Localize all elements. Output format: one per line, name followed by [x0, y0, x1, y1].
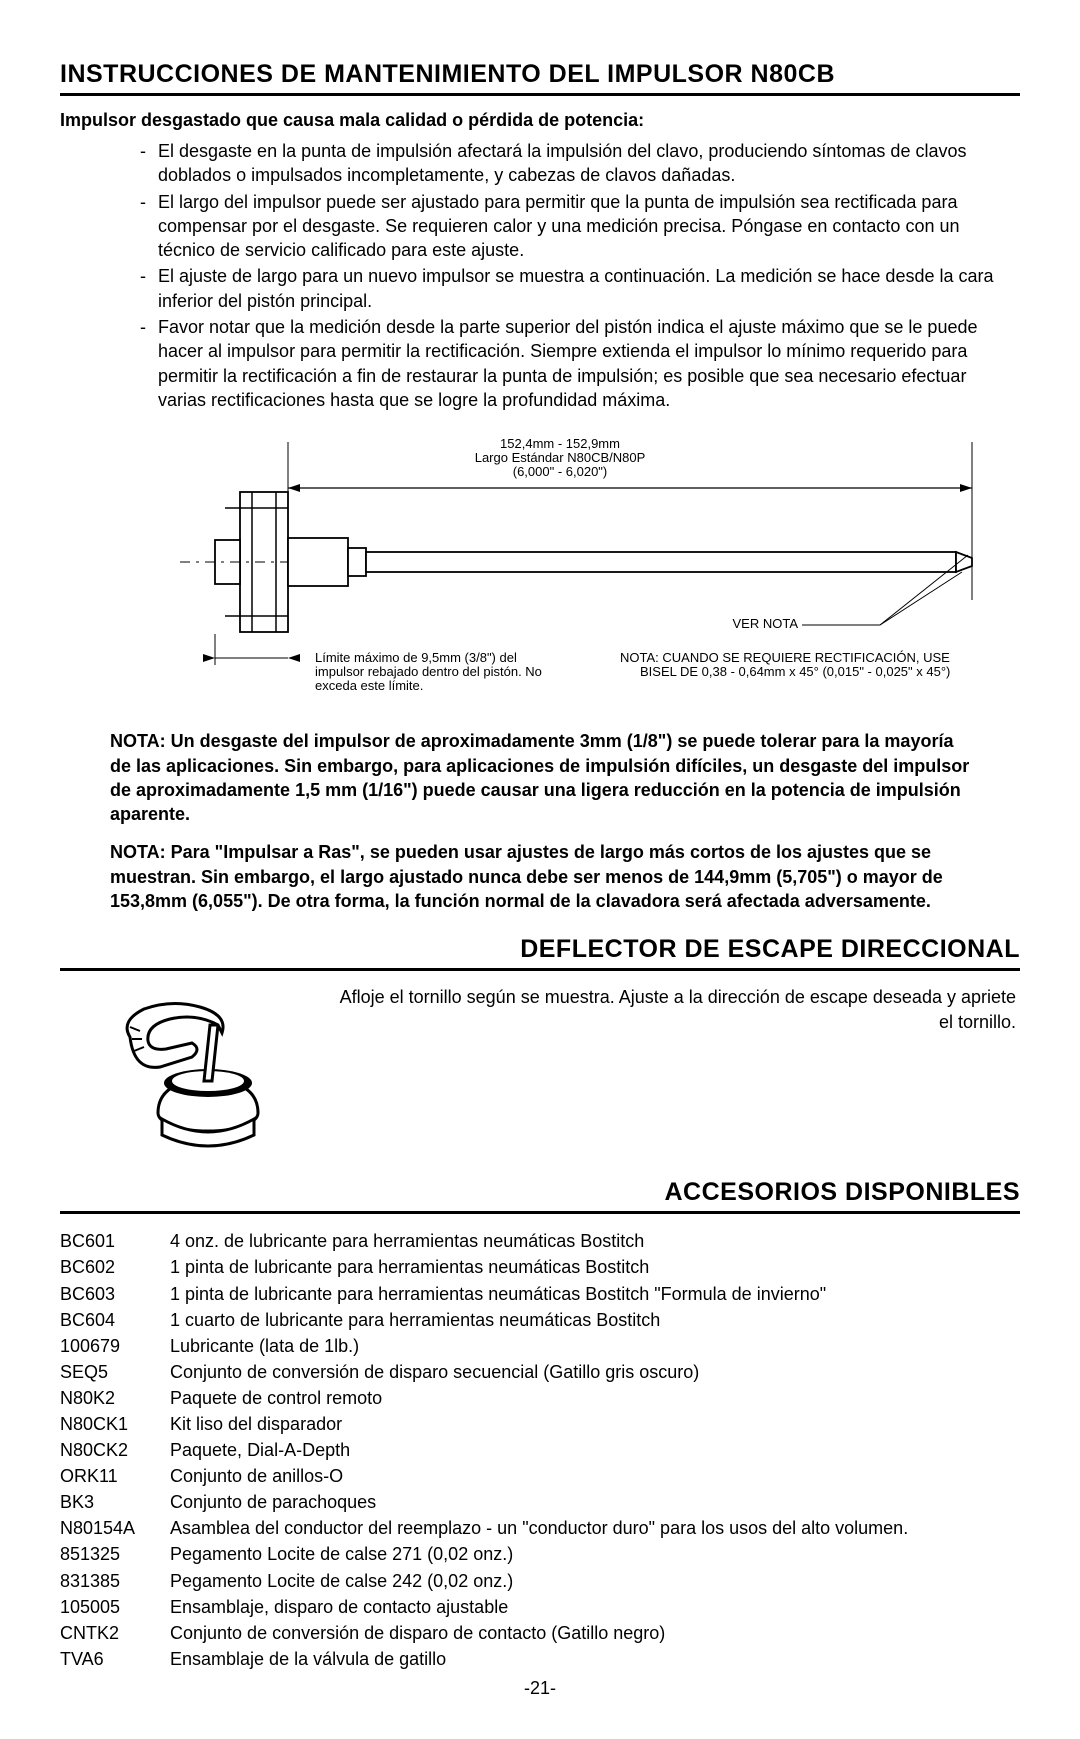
accessory-row: BC6021 pinta de lubricante para herramie…: [60, 1254, 1020, 1280]
accessory-row: N80CK1Kit liso del disparador: [60, 1411, 1020, 1437]
accessory-code: BC603: [60, 1281, 170, 1307]
accessory-row: SEQ5Conjunto de conversión de disparo se…: [60, 1359, 1020, 1385]
dia-top2: Largo Estándar N80CB/N80P: [475, 450, 646, 465]
dia-rightnote1: NOTA: CUANDO SE REQUIERE RECTIFICACIÓN, …: [620, 650, 950, 665]
accessory-code: N80CK2: [60, 1437, 170, 1463]
accessory-desc: Lubricante (lata de 1lb.): [170, 1333, 1020, 1359]
accessory-desc: 4 onz. de lubricante para herramientas n…: [170, 1228, 1020, 1254]
accessory-code: N80154A: [60, 1515, 170, 1541]
accessory-code: 100679: [60, 1333, 170, 1359]
section1-lead: Impulsor desgastado que causa mala calid…: [60, 110, 1020, 131]
accessory-row: N80154AAsamblea del conductor del reempl…: [60, 1515, 1020, 1541]
section3-title: ACCESORIOS DISPONIBLES: [60, 1178, 1020, 1214]
dia-leftnote3: exceda este límite.: [315, 678, 423, 693]
dia-top1: 152,4mm - 152,9mm: [500, 436, 620, 451]
accessory-desc: Pegamento Locite de calse 242 (0,02 onz.…: [170, 1568, 1020, 1594]
dia-vernota: VER NOTA: [733, 616, 799, 631]
accessory-desc: Paquete de control remoto: [170, 1385, 1020, 1411]
accessory-code: TVA6: [60, 1646, 170, 1672]
accessory-code: BC602: [60, 1254, 170, 1280]
bullet-item: -El ajuste de largo para un nuevo impuls…: [140, 264, 1010, 313]
accessory-code: ORK11: [60, 1463, 170, 1489]
bullet-item: -El largo del impulsor puede ser ajustad…: [140, 190, 1010, 263]
accessory-code: BC601: [60, 1228, 170, 1254]
accessory-row: BK3Conjunto de parachoques: [60, 1489, 1020, 1515]
accessory-desc: Ensamblaje, disparo de contacto ajustabl…: [170, 1594, 1020, 1620]
section2-body: Afloje el tornillo según se muestra. Aju…: [324, 985, 1020, 1160]
accessory-row: 851325Pegamento Locite de calse 271 (0,0…: [60, 1541, 1020, 1567]
section2-title: DEFLECTOR DE ESCAPE DIRECCIONAL: [60, 935, 1020, 971]
note-1: NOTA: Un desgaste del impulsor de aproxi…: [110, 729, 970, 826]
accessory-row: BC6031 pinta de lubricante para herramie…: [60, 1281, 1020, 1307]
accessory-code: N80CK1: [60, 1411, 170, 1437]
accessory-desc: Asamblea del conductor del reemplazo - u…: [170, 1515, 1020, 1541]
accessory-row: ORK11Conjunto de anillos-O: [60, 1463, 1020, 1489]
accessory-desc: Conjunto de anillos-O: [170, 1463, 1020, 1489]
accessory-desc: Conjunto de conversión de disparo secuen…: [170, 1359, 1020, 1385]
accessory-desc: 1 pinta de lubricante para herramientas …: [170, 1254, 1020, 1280]
accessory-code: 831385: [60, 1568, 170, 1594]
accessory-desc: 1 cuarto de lubricante para herramientas…: [170, 1307, 1020, 1333]
dia-leftnote2: impulsor rebajado dentro del pistón. No: [315, 664, 542, 679]
accessory-code: SEQ5: [60, 1359, 170, 1385]
bullet-item: -El desgaste en la punta de impulsión af…: [140, 139, 1010, 188]
dia-top3: (6,000" - 6,020"): [513, 464, 608, 479]
note-2: NOTA: Para "Impulsar a Ras", se pueden u…: [110, 840, 970, 913]
accessory-desc: Pegamento Locite de calse 271 (0,02 onz.…: [170, 1541, 1020, 1567]
accessory-row: CNTK2Conjunto de conversión de disparo d…: [60, 1620, 1020, 1646]
section1-bullets: -El desgaste en la punta de impulsión af…: [140, 139, 1010, 412]
accessory-code: CNTK2: [60, 1620, 170, 1646]
accessory-code: BK3: [60, 1489, 170, 1515]
bullet-item: -Favor notar que la medición desde la pa…: [140, 315, 1010, 412]
accessory-code: 851325: [60, 1541, 170, 1567]
accessory-code: BC604: [60, 1307, 170, 1333]
section1-title: INSTRUCCIONES DE MANTENIMIENTO DEL IMPUL…: [60, 60, 1020, 96]
accessory-desc: Conjunto de parachoques: [170, 1489, 1020, 1515]
dia-leftnote1: Límite máximo de 9,5mm (3/8") del: [315, 650, 517, 665]
accessory-row: TVA6Ensamblaje de la válvula de gatillo: [60, 1646, 1020, 1672]
accessory-desc: 1 pinta de lubricante para herramientas …: [170, 1281, 1020, 1307]
accessory-desc: Conjunto de conversión de disparo de con…: [170, 1620, 1020, 1646]
accessory-row: BC6014 onz. de lubricante para herramien…: [60, 1228, 1020, 1254]
driver-diagram: 152,4mm - 152,9mm Largo Estándar N80CB/N…: [120, 430, 1020, 715]
page-number: -21-: [60, 1678, 1020, 1699]
accessory-desc: Ensamblaje de la válvula de gatillo: [170, 1646, 1020, 1672]
accessory-row: 100679Lubricante (lata de 1lb.): [60, 1333, 1020, 1359]
accessory-row: 831385Pegamento Locite de calse 242 (0,0…: [60, 1568, 1020, 1594]
accessory-row: N80K2Paquete de control remoto: [60, 1385, 1020, 1411]
accessory-code: 105005: [60, 1594, 170, 1620]
dia-rightnote2: BISEL DE 0,38 - 0,64mm x 45° (0,015" - 0…: [640, 664, 950, 679]
accessories-list: BC6014 onz. de lubricante para herramien…: [60, 1228, 1020, 1672]
accessory-desc: Paquete, Dial-A-Depth: [170, 1437, 1020, 1463]
deflector-illustration: [60, 985, 300, 1160]
accessory-row: BC6041 cuarto de lubricante para herrami…: [60, 1307, 1020, 1333]
accessory-row: N80CK2Paquete, Dial-A-Depth: [60, 1437, 1020, 1463]
accessory-desc: Kit liso del disparador: [170, 1411, 1020, 1437]
accessory-code: N80K2: [60, 1385, 170, 1411]
accessory-row: 105005Ensamblaje, disparo de contacto aj…: [60, 1594, 1020, 1620]
